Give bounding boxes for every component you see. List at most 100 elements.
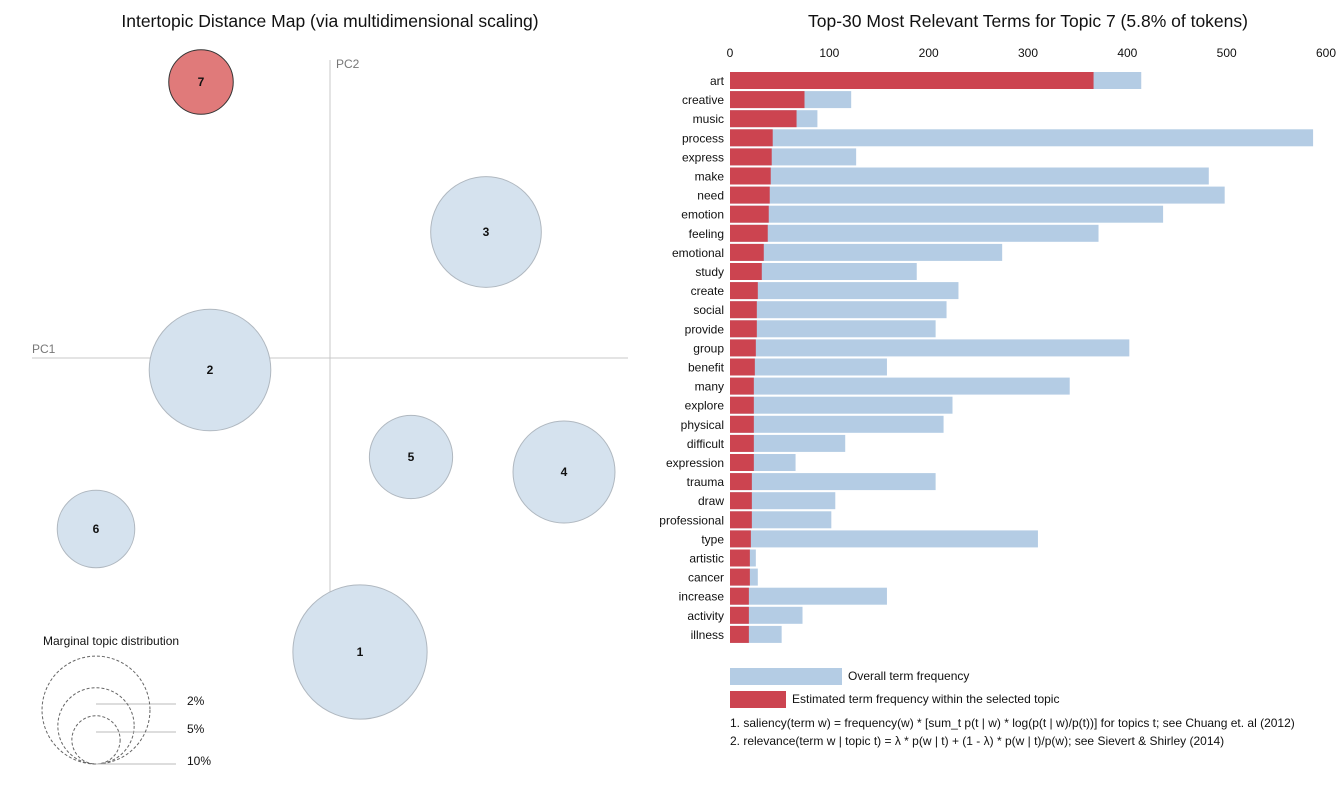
bar-overall-feeling[interactable]	[730, 224, 1099, 242]
bar-overall-benefit[interactable]	[730, 358, 887, 376]
bar-overall-physical[interactable]	[730, 415, 944, 433]
bar-topic-art[interactable]	[730, 72, 1094, 89]
bar-topic-need[interactable]	[730, 186, 770, 204]
term-label-draw[interactable]: draw	[698, 494, 724, 508]
marginal-circle-10	[41, 655, 151, 765]
bar-topic-provide[interactable]	[730, 320, 757, 338]
bar-topic-many[interactable]	[730, 377, 754, 395]
legend-swatch-topic	[730, 691, 786, 708]
bar-overall-make[interactable]	[730, 167, 1209, 185]
term-label-create[interactable]: create	[691, 284, 725, 298]
term-label-physical[interactable]: physical	[681, 418, 724, 432]
term-label-social[interactable]: social	[693, 303, 724, 317]
bar-overall-create[interactable]	[730, 282, 959, 300]
bar-topic-emotion[interactable]	[730, 205, 769, 223]
bar-topic-physical[interactable]	[730, 415, 754, 433]
bar-overall-social[interactable]	[730, 301, 947, 319]
bar-topic-group[interactable]	[730, 339, 756, 357]
bar-topic-increase[interactable]	[730, 587, 749, 605]
term-label-cancer[interactable]: cancer	[688, 571, 724, 585]
bar-overall-emotional[interactable]	[730, 243, 1003, 261]
bar-topic-emotional[interactable]	[730, 243, 764, 261]
term-label-illness[interactable]: illness	[691, 628, 724, 642]
bar-topic-expression[interactable]	[730, 454, 754, 471]
term-label-activity[interactable]: activity	[687, 609, 724, 623]
term-label-creative[interactable]: creative	[682, 93, 724, 107]
bar-overall-difficult[interactable]	[730, 434, 846, 452]
term-label-increase[interactable]: increase	[679, 590, 725, 604]
term-label-expression[interactable]: expression	[666, 456, 724, 470]
legend-label-topic: Estimated term frequency within the sele…	[792, 692, 1059, 706]
bar-overall-trauma[interactable]	[730, 473, 936, 491]
term-label-professional[interactable]: professional	[659, 513, 724, 527]
term-label-artistic[interactable]: artistic	[689, 552, 724, 566]
bar-overall-study[interactable]	[730, 263, 917, 280]
x-tick-200: 200	[919, 46, 939, 60]
term-label-many[interactable]: many	[695, 380, 724, 394]
term-label-emotional[interactable]: emotional	[672, 246, 724, 260]
bar-overall-draw[interactable]	[730, 492, 836, 510]
term-label-process[interactable]: process	[682, 131, 724, 145]
bar-overall-provide[interactable]	[730, 320, 936, 338]
term-label-trauma[interactable]: trauma	[687, 475, 725, 489]
bar-topic-draw[interactable]	[730, 492, 752, 510]
topic-circle-6[interactable]	[56, 489, 136, 569]
bar-topic-feeling[interactable]	[730, 224, 768, 242]
term-label-difficult[interactable]: difficult	[687, 437, 725, 451]
term-label-study[interactable]: study	[695, 265, 724, 279]
term-label-need[interactable]: need	[697, 189, 724, 203]
term-label-art[interactable]: art	[710, 74, 725, 88]
topic-circle-3[interactable]	[430, 176, 542, 288]
bar-overall-group[interactable]	[730, 339, 1130, 357]
bar-overall-type[interactable]	[730, 530, 1038, 548]
bar-overall-increase[interactable]	[730, 587, 887, 605]
bar-topic-trauma[interactable]	[730, 473, 752, 491]
x-tick-300: 300	[1018, 46, 1038, 60]
term-label-feeling[interactable]: feeling	[689, 227, 724, 241]
bar-topic-create[interactable]	[730, 282, 758, 300]
bar-topic-artistic[interactable]	[730, 549, 750, 567]
bar-overall-emotion[interactable]	[730, 205, 1164, 223]
term-label-make[interactable]: make	[695, 170, 725, 184]
topic-circle-2[interactable]	[148, 308, 272, 432]
bar-topic-social[interactable]	[730, 301, 757, 319]
bar-overall-process[interactable]	[730, 129, 1314, 147]
bar-topic-cancer[interactable]	[730, 568, 750, 586]
term-label-emotion[interactable]: emotion	[681, 208, 724, 222]
legend-swatch-overall	[730, 668, 842, 685]
topic-circle-7[interactable]	[168, 49, 234, 115]
bar-topic-professional[interactable]	[730, 511, 752, 529]
term-label-type[interactable]: type	[701, 532, 724, 546]
bar-topic-make[interactable]	[730, 167, 771, 185]
marginal-label-5: 5%	[187, 722, 205, 736]
term-label-music[interactable]: music	[693, 112, 724, 126]
bar-topic-express[interactable]	[730, 148, 772, 166]
topic-circle-5[interactable]	[368, 414, 454, 500]
bar-topic-type[interactable]	[730, 530, 751, 548]
topic-circle-1[interactable]	[292, 584, 428, 720]
bar-topic-process[interactable]	[730, 129, 773, 147]
x-tick-100: 100	[819, 46, 839, 60]
bar-topic-study[interactable]	[730, 263, 762, 280]
bar-overall-need[interactable]	[730, 186, 1225, 204]
topic-circle-4[interactable]	[512, 420, 616, 524]
bar-overall-many[interactable]	[730, 377, 1070, 395]
term-label-benefit[interactable]: benefit	[688, 361, 725, 375]
marginal-circle-5	[57, 687, 135, 765]
bar-overall-explore[interactable]	[730, 396, 953, 414]
topic-label-3: 3	[483, 225, 490, 239]
bar-topic-music[interactable]	[730, 110, 797, 128]
bar-topic-difficult[interactable]	[730, 434, 754, 452]
bar-topic-benefit[interactable]	[730, 358, 755, 376]
term-label-provide[interactable]: provide	[685, 322, 725, 336]
bar-overall-professional[interactable]	[730, 511, 832, 529]
topic-label-2: 2	[207, 363, 214, 377]
bar-topic-illness[interactable]	[730, 625, 749, 643]
bar-topic-activity[interactable]	[730, 606, 749, 624]
term-label-express[interactable]: express	[682, 150, 724, 164]
term-label-group[interactable]: group	[693, 341, 724, 355]
bar-topic-explore[interactable]	[730, 396, 754, 414]
term-label-explore[interactable]: explore	[685, 399, 725, 413]
bar-topic-creative[interactable]	[730, 91, 805, 109]
pc1-label: PC1	[32, 342, 56, 356]
